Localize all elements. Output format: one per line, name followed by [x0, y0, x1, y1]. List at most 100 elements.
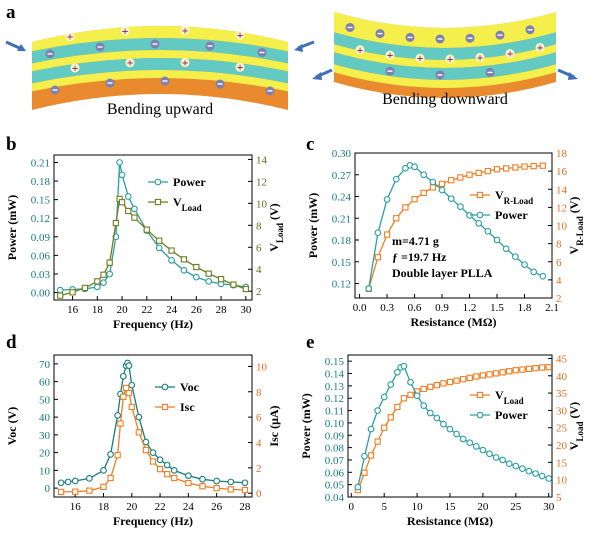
data-point — [479, 446, 487, 454]
bending-upward-charges: + + + + + + + + — [45, 24, 275, 96]
y-right-tick-label: 4 — [256, 437, 262, 449]
data-point — [447, 195, 455, 203]
data-point — [143, 226, 150, 233]
data-point — [57, 488, 65, 496]
x-tick-label: 24 — [183, 501, 195, 513]
data-point — [125, 362, 133, 370]
data-point — [361, 469, 368, 476]
data-point — [374, 229, 382, 237]
data-point — [156, 465, 164, 473]
plus-charge-bg — [355, 45, 365, 55]
data-point — [525, 365, 533, 373]
data-point — [411, 163, 418, 171]
data-point — [135, 429, 143, 436]
legend-marker — [154, 178, 162, 186]
data-point — [460, 376, 467, 383]
panel-label-a: a — [6, 2, 16, 23]
y-right-tick-label: 2 — [256, 286, 262, 298]
plus-charge-bg — [475, 52, 485, 62]
y-left-tick-label: 0.09 — [325, 430, 345, 442]
data-point — [532, 470, 539, 477]
y-right-tick-label: 10 — [556, 221, 568, 233]
y-right-tick-label: 4 — [256, 264, 262, 276]
data-point — [180, 256, 188, 263]
y-left-tick-label: 0.07 — [325, 455, 345, 467]
plus-charge-bg — [180, 58, 190, 68]
y-right-tick-label: 30 — [556, 405, 568, 417]
y-left-tick-label: 0.08 — [325, 443, 345, 455]
panel-label-b: b — [6, 134, 17, 155]
y-right-axis-label: VLoad (V) — [567, 402, 585, 450]
data-point — [383, 231, 391, 238]
y-left-tick-label: 0.12 — [31, 213, 50, 225]
data-point — [213, 477, 220, 485]
data-point — [530, 162, 537, 170]
data-point — [128, 381, 136, 389]
data-point — [407, 391, 414, 398]
legend-vload: VLoad — [495, 388, 524, 406]
y-left-tick-label: 50 — [39, 394, 51, 406]
data-point — [168, 247, 175, 254]
data-point — [525, 467, 533, 475]
data-point — [420, 402, 428, 409]
chart-c: 0.0 0.3 0.6 0.9 1.2 1.5 1.8 2.1 0.12 0.15 0.18 0.21… — [306, 148, 585, 329]
data-point — [69, 289, 76, 296]
data-point — [512, 164, 519, 171]
plus-charge-bg — [125, 58, 135, 68]
y-right-tick-label: 16 — [556, 166, 568, 178]
y-left-tick-label: 60 — [39, 377, 51, 389]
data-point — [367, 452, 375, 459]
y-left-tick-label: 0.15 — [332, 257, 352, 269]
data-point — [116, 159, 123, 166]
data-point — [118, 199, 126, 206]
data-point — [530, 268, 538, 276]
plus-charge-icon: + — [507, 47, 514, 61]
right-arrowhead-outward-left-icon — [312, 72, 322, 80]
data-point — [466, 439, 474, 447]
annotation-text: Double layer PLLA — [392, 266, 493, 280]
data-point — [71, 477, 79, 485]
y-right-tick-label: 0 — [256, 488, 262, 500]
bending-downward-caption: Bending downward — [382, 91, 508, 108]
y-right-label-sub: R-Load — [575, 216, 585, 246]
data-point — [124, 193, 132, 200]
annotation-text: m=4.71 g — [392, 234, 439, 248]
data-point — [420, 385, 427, 393]
y-right-tick-label: 10 — [256, 198, 268, 210]
bending-upward-caption: Bending upward — [107, 101, 213, 118]
y-right-tick-label: 8 — [556, 239, 562, 251]
y-right-tick-label: 14 — [556, 184, 568, 196]
legend-text-main: Voc — [180, 380, 200, 394]
data-point — [539, 272, 547, 280]
y-right-axis-label: VLoad (V) — [267, 203, 285, 251]
data-point — [156, 237, 163, 244]
data-point — [479, 372, 487, 379]
left-arrowhead-right-icon — [17, 44, 26, 51]
y-right-tick-label: 6 — [256, 412, 262, 424]
data-point — [149, 458, 157, 465]
chart-d: 16 18 20 22 24 26 280102030405060700246810Freq… — [5, 354, 281, 528]
annotation-text: ƒ =19.7 Hz — [392, 250, 447, 264]
bending-upward-device — [32, 26, 288, 110]
data-point — [438, 186, 446, 194]
y-left-tick-label: 0.18 — [31, 176, 51, 188]
data-point — [120, 393, 127, 400]
data-point — [163, 471, 171, 478]
data-point — [381, 424, 388, 431]
x-tick-label: 30 — [543, 501, 555, 513]
plus-charge-bg — [65, 32, 75, 42]
data-point — [155, 244, 163, 252]
data-point — [387, 381, 395, 388]
data-point — [193, 263, 200, 271]
x-tick-label: 10 — [412, 501, 424, 513]
data-point — [466, 374, 473, 382]
data-point — [446, 425, 454, 433]
legend-power: Power — [495, 208, 528, 222]
left-arrowhead-left-icon — [294, 44, 303, 52]
data-point — [125, 389, 133, 397]
y-left-tick-label: 0.03 — [31, 269, 51, 281]
legend-text-main: Power — [173, 175, 206, 189]
x-tick-label: 18 — [98, 501, 110, 513]
data-point — [475, 219, 483, 227]
x-tick-label: 0.6 — [408, 302, 422, 314]
